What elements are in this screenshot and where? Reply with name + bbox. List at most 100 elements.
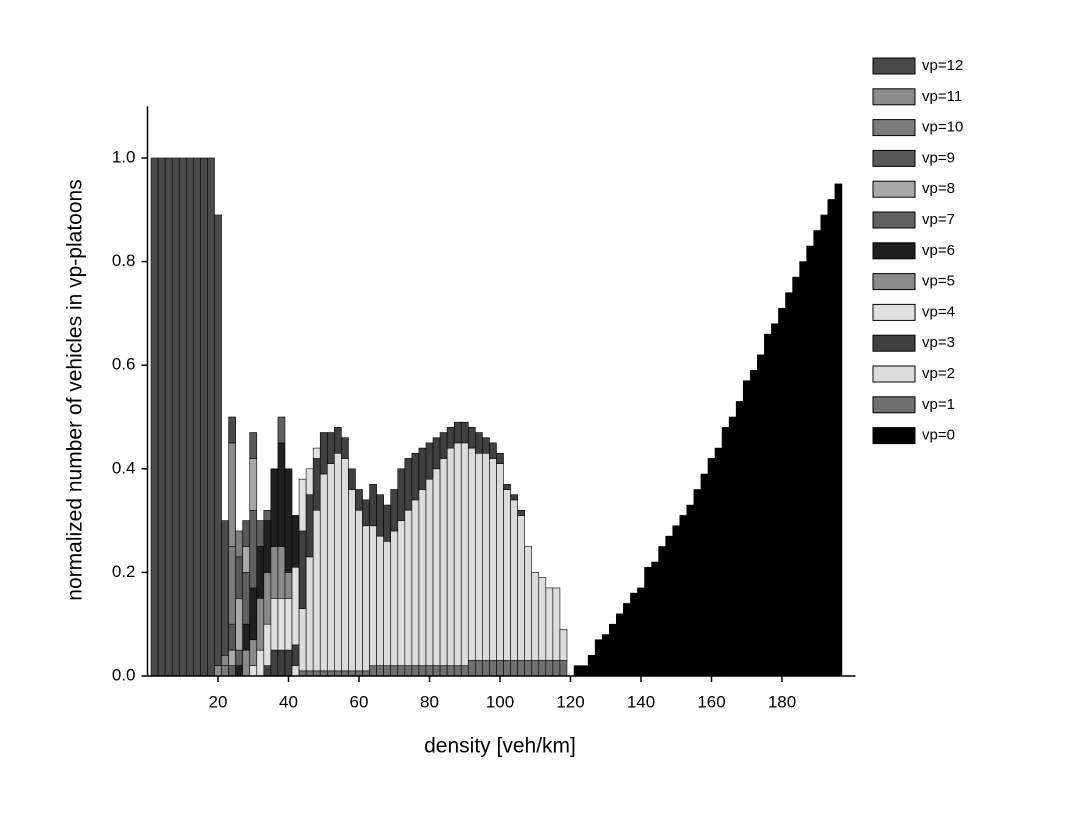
bar-segment xyxy=(425,442,434,480)
bar-segment xyxy=(439,665,448,677)
bar-segment xyxy=(334,670,342,677)
bar-segment xyxy=(559,660,568,677)
bar-segment xyxy=(390,665,399,677)
bar-segment xyxy=(467,660,476,677)
bar-segment xyxy=(355,509,363,672)
bar-segment xyxy=(735,401,744,677)
bar-segment xyxy=(369,665,377,677)
bar-segment xyxy=(256,597,265,651)
bar-segment xyxy=(623,603,631,677)
bar-segment xyxy=(235,649,243,666)
legend-swatch xyxy=(872,273,916,291)
bar-segment xyxy=(432,437,441,470)
bar-segment xyxy=(376,535,384,666)
bar-segment xyxy=(827,199,836,677)
bar-segment xyxy=(418,665,427,677)
bar-segment xyxy=(834,183,843,677)
bar-segment xyxy=(482,437,490,454)
bar-segment xyxy=(630,592,638,677)
bar-segment xyxy=(362,525,370,672)
legend-label: vp=8 xyxy=(922,180,955,197)
bar-segment xyxy=(517,660,525,677)
x-tick-label: 40 xyxy=(279,692,298,711)
bar-segment xyxy=(270,597,279,651)
bar-segment xyxy=(397,520,406,666)
bar-segment xyxy=(242,623,251,651)
bar-segment xyxy=(277,442,286,547)
bar-segment xyxy=(404,458,413,511)
bar-segment xyxy=(778,307,786,677)
bar-segment xyxy=(334,452,342,672)
bar-segment xyxy=(418,489,427,666)
bar-segment xyxy=(616,613,624,677)
bar-segment xyxy=(404,665,413,677)
bar-segment xyxy=(369,525,377,666)
bar-segment xyxy=(799,261,807,677)
bar-segment xyxy=(425,478,434,666)
bar-segment xyxy=(467,427,476,449)
bar-segment xyxy=(510,499,518,661)
legend-swatch xyxy=(872,57,916,75)
bar-segment xyxy=(341,458,349,672)
bar-segment xyxy=(383,665,392,677)
bar-segment xyxy=(453,665,462,677)
bar-segment xyxy=(644,566,652,677)
bar-segment xyxy=(193,157,201,677)
bar-segment xyxy=(489,458,497,661)
bar-segment xyxy=(277,597,286,651)
bar-segment xyxy=(524,660,533,677)
legend-swatch xyxy=(872,180,916,198)
bar-segment xyxy=(552,587,561,661)
bar-segment xyxy=(291,515,300,568)
bar-segment xyxy=(573,665,582,677)
bar-segment xyxy=(686,504,695,677)
bar-segment xyxy=(305,468,314,495)
bar-segment xyxy=(376,494,384,537)
bar-segment xyxy=(326,670,335,677)
bar-segment xyxy=(341,437,349,459)
legend-label: vp=10 xyxy=(922,119,963,136)
bar-segment xyxy=(207,157,215,677)
legend-label: vp=12 xyxy=(922,57,963,74)
legend-label: vp=2 xyxy=(922,365,955,382)
legend-label: vp=1 xyxy=(922,396,955,413)
bar-segment xyxy=(820,214,829,677)
legend-swatch xyxy=(872,396,916,414)
bar-segment xyxy=(221,665,229,677)
bar-segment xyxy=(312,447,321,459)
bar-segment xyxy=(284,649,293,677)
y-tick-label: 0.2 xyxy=(112,562,136,581)
bar-segment xyxy=(482,452,490,661)
bar-segment xyxy=(453,421,462,444)
legend-swatch xyxy=(872,334,916,352)
bar-segment xyxy=(369,484,377,527)
bar-segment xyxy=(200,157,208,677)
bar-segment xyxy=(658,546,666,677)
y-tick-label: 0.0 xyxy=(112,665,136,684)
legend-swatch xyxy=(872,242,916,260)
bar-segment xyxy=(298,670,307,677)
bar-segment xyxy=(263,520,272,573)
bar-segment xyxy=(608,623,617,677)
bar-segment xyxy=(319,670,328,677)
bar-segment xyxy=(545,660,554,677)
bar-segment xyxy=(312,458,321,511)
legend-label: vp=6 xyxy=(922,242,955,259)
y-tick-label: 0.6 xyxy=(112,355,136,374)
bar-segment xyxy=(517,515,525,661)
x-axis-label: density [veh/km] xyxy=(424,735,576,758)
bar-segment xyxy=(362,499,370,527)
bar-segment xyxy=(249,587,258,641)
bar-segment xyxy=(390,530,399,666)
bar-segment xyxy=(742,380,751,677)
bar-segment xyxy=(785,292,793,677)
bar-segment xyxy=(249,639,258,666)
x-tick-label: 140 xyxy=(627,692,655,711)
bar-segment xyxy=(693,489,702,677)
legend-swatch xyxy=(872,365,916,383)
bar-segment xyxy=(411,499,420,666)
bar-segment xyxy=(594,639,603,677)
bar-segment xyxy=(341,670,349,677)
bar-segment xyxy=(256,546,265,599)
